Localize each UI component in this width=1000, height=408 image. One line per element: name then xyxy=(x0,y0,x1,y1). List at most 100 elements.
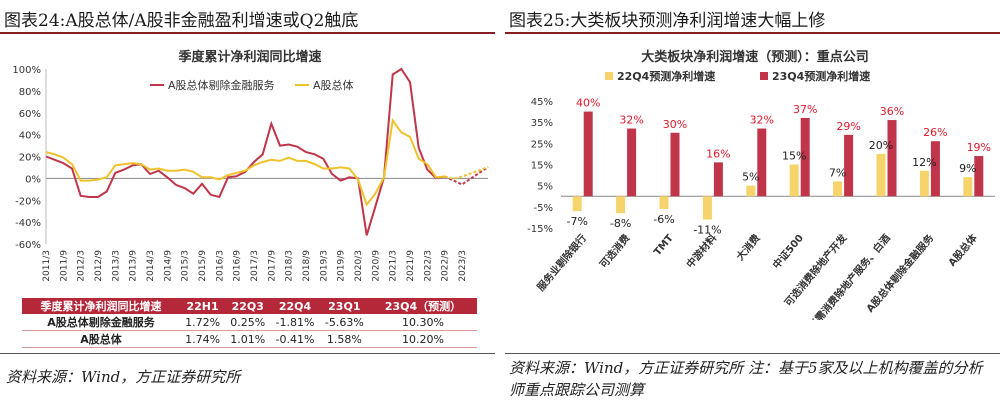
data-label: -6% xyxy=(653,213,674,226)
table-row: A股总体剔除金融服务 1.72% 0.25% -1.81% -5.63% 10.… xyxy=(22,314,477,331)
series-line xyxy=(45,117,445,207)
bar xyxy=(789,164,799,197)
bar xyxy=(930,141,940,197)
x-tick-label: 2018/9 xyxy=(302,250,312,282)
x-tick-label: 2021/9 xyxy=(406,250,416,282)
table-header-cell: 22Q3 xyxy=(225,298,271,314)
bar xyxy=(659,196,669,209)
data-label: 20% xyxy=(869,139,893,152)
x-tick-label: 2019/9 xyxy=(337,250,347,282)
x-tick-label: 2022/9 xyxy=(441,250,451,282)
category-label: A股总体 xyxy=(945,231,980,269)
table-header-row: 季度累计净利润同比增速 22H1 22Q3 22Q4 23Q1 23Q4（预测） xyxy=(22,298,477,314)
table-header-cell: 23Q4（预测） xyxy=(369,298,477,314)
x-tick-label: 2023/3 xyxy=(458,250,468,282)
table-cell: -1.81% xyxy=(270,314,320,331)
legend-label: A股总体剔除金融服务 xyxy=(168,78,275,92)
table-cell: 1.01% xyxy=(225,330,271,348)
category-label: 中证500 xyxy=(770,232,806,272)
bar xyxy=(974,156,984,197)
legend-label: 22Q4预测净利增速 xyxy=(617,69,715,83)
data-label: 37% xyxy=(793,103,817,116)
bar-chart: 22Q4预测净利增速 23Q4预测净利增速 -15% -5% 5% 15% 25% 35% 4… xyxy=(527,69,995,320)
x-tick-label: 2014/9 xyxy=(163,250,173,282)
bar xyxy=(757,128,767,197)
x-tick-label: 2014/3 xyxy=(146,250,156,282)
x-tick-label: 2013/9 xyxy=(129,250,139,282)
title-rule xyxy=(505,32,1000,34)
y-tick-label: 15% xyxy=(531,161,553,172)
data-label: -7% xyxy=(566,215,587,228)
bar xyxy=(876,153,886,197)
y-tick-label: 35% xyxy=(531,118,553,129)
x-tick-label: 2011/3 xyxy=(42,250,52,282)
y-tick-label: 80% xyxy=(19,87,41,98)
data-label: 29% xyxy=(836,120,860,133)
bar xyxy=(702,196,712,220)
x-tick-label: 2018/3 xyxy=(285,250,295,282)
category-label: 服务业剔除银行 xyxy=(534,232,589,294)
x-tick-label: 2016/3 xyxy=(215,250,225,282)
y-tick-label: -40% xyxy=(15,218,41,229)
x-tick-label: 2012/9 xyxy=(94,250,104,282)
table-cell: 1.72% xyxy=(180,314,226,331)
table-cell: -0.41% xyxy=(270,330,320,348)
bar xyxy=(572,196,582,212)
table-cell: 10.20% xyxy=(369,330,477,348)
y-tick-label: 100% xyxy=(12,65,41,76)
y-tick-label: 40% xyxy=(19,131,41,142)
x-tick-label: 2019/3 xyxy=(319,250,329,282)
table-header-cell: 23Q1 xyxy=(319,298,369,314)
table-header-cell: 22Q4 xyxy=(270,298,320,314)
x-tick-label: 2017/3 xyxy=(250,250,260,282)
bar xyxy=(746,185,756,197)
data-label: 19% xyxy=(967,141,991,154)
figure-25-title: 图表25:大类板块预测净利润增速大幅上修 xyxy=(509,11,826,31)
bar xyxy=(616,196,626,214)
x-tick-label: 2016/9 xyxy=(233,250,243,282)
data-label: 7% xyxy=(829,166,846,179)
data-label: 26% xyxy=(923,126,947,139)
line-chart-title: 季度累计净利润同比增速 xyxy=(178,50,322,65)
data-label: 15% xyxy=(782,150,806,163)
table-header-cell: 22H1 xyxy=(180,298,226,314)
left-panel: 图表24:A股总体/A股非金融盈利增速或Q2触底 季度累计净利润同比增速 -60… xyxy=(0,0,495,408)
figure-24-title: 图表24:A股总体/A股非金融盈利增速或Q2触底 xyxy=(4,11,359,31)
right-panel: 图表25:大类板块预测净利润增速大幅上修 大类板块净利润增速（预测）：重点公司 … xyxy=(505,0,1000,408)
y-tick-label: -15% xyxy=(527,224,553,235)
bar xyxy=(713,162,723,197)
data-label: 36% xyxy=(880,105,904,118)
bar xyxy=(627,128,637,197)
data-label: -11% xyxy=(693,224,721,237)
category-label: 中游材料 xyxy=(684,232,720,271)
data-label: 32% xyxy=(750,114,774,127)
category-label: 大消费 xyxy=(733,232,762,263)
bar xyxy=(833,181,843,197)
x-tick-label: 2012/3 xyxy=(77,250,87,282)
bar xyxy=(800,117,810,197)
title-rule xyxy=(0,32,495,34)
legend-swatch xyxy=(760,72,768,80)
category-label: TMT xyxy=(652,233,676,258)
x-tick-label: 2022/3 xyxy=(423,250,433,282)
bar-chart-title: 大类板块净利润增速（预测）：重点公司 xyxy=(641,50,869,65)
x-tick-label: 2020/9 xyxy=(371,250,381,282)
x-tick-label: 2021/3 xyxy=(389,250,399,282)
data-label: 30% xyxy=(663,118,687,131)
row-label: A股总体剔除金融服务 xyxy=(22,314,180,331)
table-cell: 0.25% xyxy=(225,314,271,331)
row-label: A股总体 xyxy=(22,330,180,348)
table-cell: -5.63% xyxy=(319,314,369,331)
y-tick-label: -60% xyxy=(15,240,41,251)
series-line xyxy=(45,67,445,236)
x-tick-label: 2015/3 xyxy=(181,250,191,282)
data-label: 9% xyxy=(959,162,976,175)
table-row: A股总体 1.74% 1.01% -0.41% 1.58% 10.20% xyxy=(22,330,477,348)
data-label: 5% xyxy=(742,171,759,184)
data-label: 16% xyxy=(706,147,730,160)
table-cell: 1.74% xyxy=(180,330,226,348)
x-tick-label: 2020/3 xyxy=(354,250,364,282)
category-label: 可选消费 xyxy=(597,232,633,271)
y-tick-label: 45% xyxy=(531,97,553,108)
line-chart: -60% -40% -20% 0% 20% 40% 60% 80% 100% 2011/3 2011… xyxy=(12,65,489,282)
